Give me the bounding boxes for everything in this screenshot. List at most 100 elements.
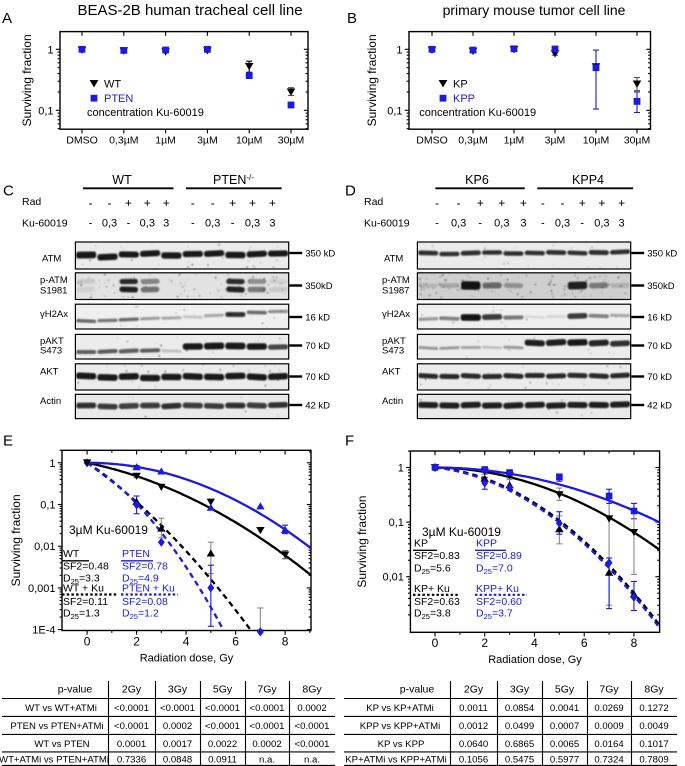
svg-text:Surviving fraction: Surviving fraction (355, 496, 369, 588)
svg-text:0.0164: 0.0164 (594, 739, 624, 750)
svg-text:+: + (269, 196, 276, 210)
svg-text:n.a.: n.a. (259, 755, 275, 766)
svg-text:70 kD: 70 kD (305, 372, 330, 383)
svg-text:0,1: 0,1 (40, 500, 55, 512)
svg-text:350kD: 350kD (305, 281, 333, 292)
svg-text:2: 2 (133, 635, 140, 649)
svg-text:70 kD: 70 kD (647, 372, 672, 383)
svg-text:3Gy: 3Gy (510, 684, 530, 696)
svg-text:0,3: 0,3 (102, 218, 117, 230)
svg-text:2: 2 (481, 636, 488, 650)
svg-text:42 kD: 42 kD (647, 401, 672, 412)
svg-text:p-value: p-value (58, 684, 93, 696)
svg-text:0,3: 0,3 (555, 218, 570, 230)
svg-text:<0.0001: <0.0001 (295, 739, 330, 750)
svg-text:-: - (191, 196, 195, 210)
svg-text:+: + (144, 196, 151, 210)
svg-text:8Gy: 8Gy (302, 684, 322, 696)
svg-text:Rad: Rad (22, 196, 41, 208)
svg-text:SF2=0.83: SF2=0.83 (414, 550, 460, 562)
svg-text:PTEN + Ku: PTEN + Ku (122, 583, 175, 595)
svg-text:30µM: 30µM (278, 135, 304, 147)
svg-text:0.0854: 0.0854 (505, 703, 535, 714)
svg-text:-: - (435, 218, 439, 230)
svg-text:-: - (580, 218, 584, 230)
svg-text:0.0065: 0.0065 (550, 739, 579, 750)
svg-text:Actin: Actin (40, 396, 61, 407)
svg-text:0.0041: 0.0041 (550, 703, 579, 714)
svg-text:SF2=0.48: SF2=0.48 (63, 561, 109, 573)
svg-text:PTEN: PTEN (104, 93, 133, 105)
svg-text:KPP: KPP (476, 538, 497, 550)
svg-text:γH2Ax: γH2Ax (40, 309, 68, 320)
svg-text:KPP vs KPP+ATMi: KPP vs KPP+ATMi (360, 721, 440, 732)
svg-text:WT: WT (104, 79, 121, 91)
svg-text:SF2=0.60: SF2=0.60 (476, 596, 522, 608)
svg-text:0.7809: 0.7809 (639, 755, 668, 766)
svg-text:16 kD: 16 kD (647, 313, 672, 324)
svg-text:D25=7.0: D25=7.0 (476, 563, 513, 577)
svg-text:0.0911: 0.0911 (208, 755, 237, 766)
svg-text:0.5475: 0.5475 (505, 755, 534, 766)
svg-text:concentration Ku-60019: concentration Ku-60019 (87, 107, 204, 119)
svg-text:n.a.: n.a. (304, 755, 320, 766)
svg-text:DMSO: DMSO (66, 135, 98, 147)
svg-text:0.0009: 0.0009 (594, 721, 623, 732)
svg-text:30µM: 30µM (624, 135, 650, 147)
svg-text:3µM: 3µM (197, 135, 218, 147)
svg-text:0.0499: 0.0499 (505, 721, 534, 732)
svg-text:SF2=0.78: SF2=0.78 (122, 561, 168, 573)
svg-text:WT: WT (112, 173, 132, 187)
svg-text:KP vs KP+ATMi: KP vs KP+ATMi (366, 703, 434, 714)
svg-text:<0.0001: <0.0001 (205, 703, 240, 714)
svg-text:PTEN vs PTEN+ATMi: PTEN vs PTEN+ATMi (10, 721, 103, 732)
svg-text:4: 4 (183, 635, 190, 649)
svg-text:1µM: 1µM (504, 135, 525, 147)
svg-text:0,1: 0,1 (387, 105, 402, 117)
svg-text:1µM: 1µM (155, 135, 176, 147)
svg-text:BEAS-2B human tracheal cell li: BEAS-2B human tracheal cell line (77, 2, 302, 19)
svg-text:primary mouse tumor cell line: primary mouse tumor cell line (443, 2, 626, 18)
svg-text:pAKT: pAKT (382, 336, 406, 347)
svg-text:KPP+ Ku: KPP+ Ku (476, 583, 519, 595)
svg-text:16 kD: 16 kD (305, 313, 330, 324)
svg-text:Ku-60019: Ku-60019 (364, 218, 410, 230)
svg-text:6: 6 (581, 636, 588, 650)
svg-text:<0.0001: <0.0001 (250, 721, 285, 732)
svg-text:p-value: p-value (400, 684, 435, 696)
svg-text:concentration Ku-60019: concentration Ku-60019 (419, 107, 536, 119)
svg-text:<0.0001: <0.0001 (160, 703, 195, 714)
svg-text:+: + (618, 196, 625, 210)
svg-text:-: - (108, 196, 112, 210)
svg-text:350 kD: 350 kD (305, 249, 335, 260)
svg-text:p-ATM: p-ATM (382, 275, 410, 286)
svg-text:8: 8 (282, 635, 289, 649)
svg-text:350 kD: 350 kD (647, 249, 677, 260)
svg-text:0.0007: 0.0007 (550, 721, 579, 732)
svg-text:KP: KP (453, 79, 468, 91)
svg-text:0.1017: 0.1017 (639, 739, 668, 750)
svg-text:7Gy: 7Gy (599, 684, 619, 696)
svg-text:D25=3.7: D25=3.7 (476, 607, 513, 621)
svg-text:0.0001: 0.0001 (117, 739, 146, 750)
svg-text:-: - (89, 196, 93, 210)
svg-text:KPP4: KPP4 (572, 173, 604, 187)
svg-text:<0.0001: <0.0001 (114, 703, 149, 714)
svg-text:-: - (211, 196, 215, 210)
svg-text:3: 3 (520, 218, 526, 230)
svg-text:2Gy: 2Gy (122, 684, 142, 696)
svg-text:42 kD: 42 kD (305, 401, 330, 412)
svg-text:0.0011: 0.0011 (459, 703, 488, 714)
svg-text:0.0002: 0.0002 (252, 739, 281, 750)
svg-text:8: 8 (631, 636, 638, 650)
svg-text:KP: KP (414, 538, 428, 550)
svg-text:Surviving fraction: Surviving fraction (20, 34, 34, 126)
svg-text:5Gy: 5Gy (213, 684, 233, 696)
svg-text:S1981: S1981 (40, 286, 67, 297)
svg-text:SF2=0.11: SF2=0.11 (63, 596, 108, 608)
svg-text:AKT: AKT (40, 367, 59, 378)
svg-text:-: - (89, 218, 93, 230)
svg-text:4: 4 (531, 636, 538, 650)
svg-text:0.1056: 0.1056 (459, 755, 488, 766)
svg-text:0.7336: 0.7336 (117, 755, 146, 766)
